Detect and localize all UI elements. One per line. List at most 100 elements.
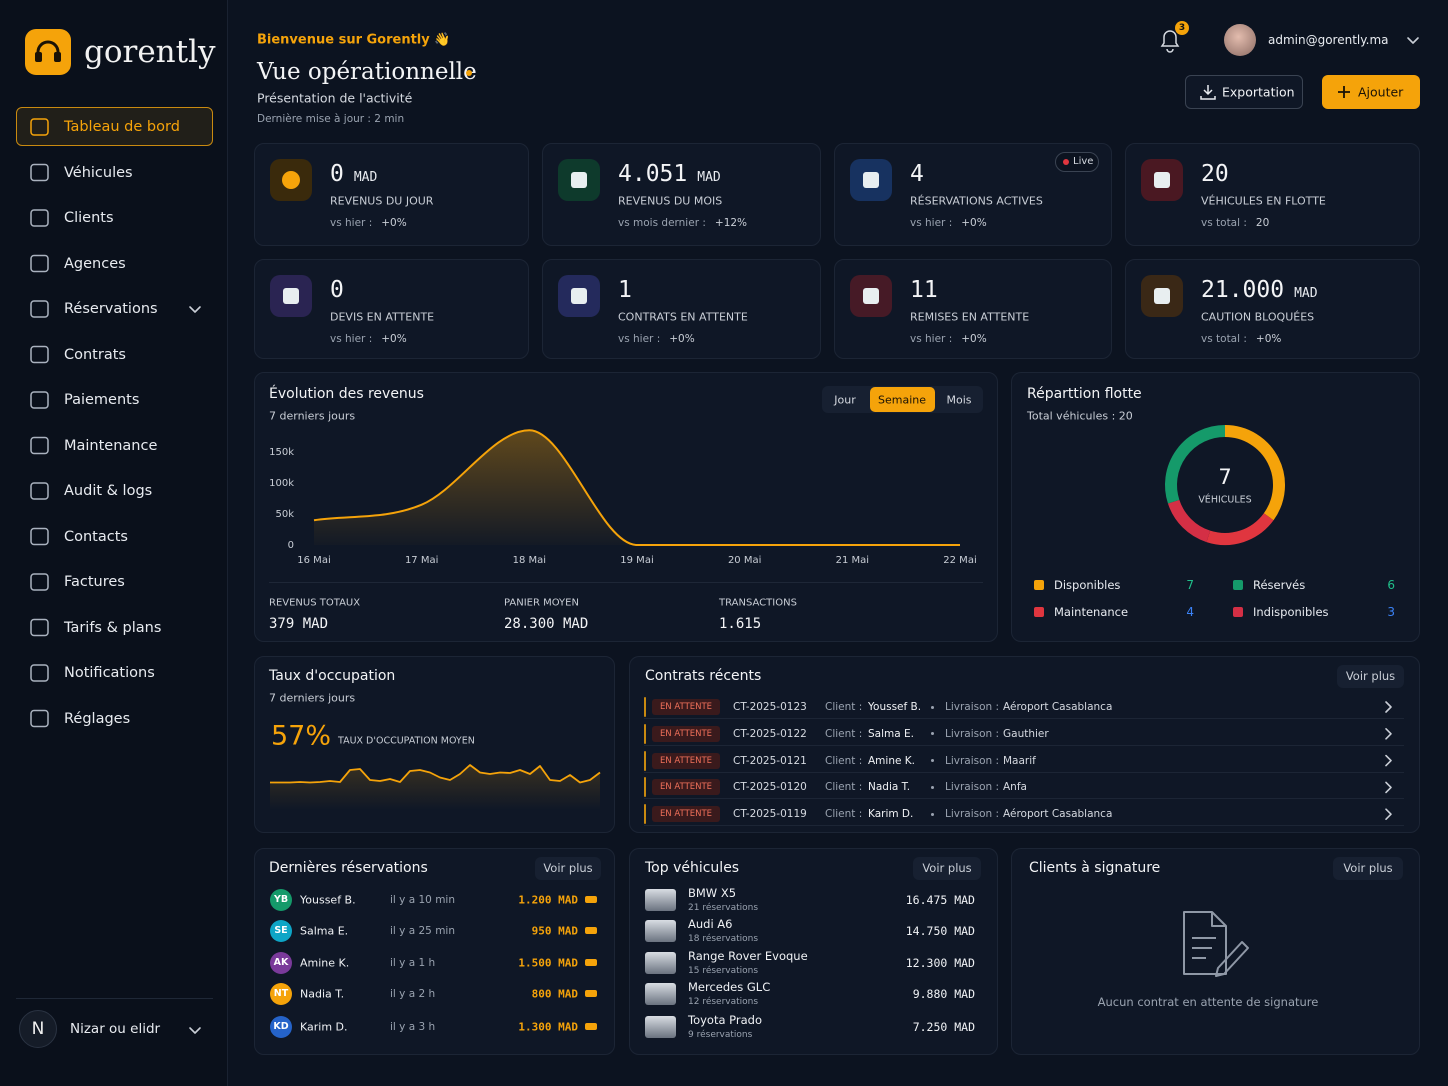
legend-swatch [1034,580,1044,590]
stat-icon [850,159,892,201]
stat-delta: 20 [1255,217,1270,229]
contract-row[interactable] [644,749,1404,773]
contract-row[interactable] [644,802,1404,827]
nav-item[interactable]: Tarifs & plans [64,619,162,636]
stat-compare: vs hier : [910,217,953,229]
stat-value-row: 11 [910,277,938,303]
stat-label: REVENUS DU MOIS [618,194,723,208]
bullet [931,812,934,816]
time-ago: il y a 3 h [390,1021,436,1033]
chart-subtitle: 7 derniers jours [269,409,356,423]
vehicle-thumb [645,952,676,974]
tab[interactable]: Jour [834,393,856,406]
client-name: Amine K. [868,754,916,767]
client-label: Client : [825,808,863,821]
vehicle-name: Mercedes GLC [688,980,771,994]
more-button[interactable]: Voir plus [913,857,981,880]
client-label: Client : [825,781,863,794]
nav-item[interactable]: Audit & logs [64,483,153,499]
client-name: Salma E. [300,924,349,938]
status-label: EN ATTENTE [659,755,713,766]
nav-active[interactable] [16,107,213,146]
contract-row[interactable] [644,722,1404,746]
legend-label: Disponibles [1054,578,1121,592]
nav-item[interactable]: Notifications [64,665,155,681]
more-button[interactable]: Voir plus [1337,665,1404,688]
vehicle-thumb [645,983,676,1005]
user-avatar[interactable]: N [19,1010,57,1048]
stat-compare: vs hier : [618,333,661,345]
nav-item[interactable]: Réglages [64,710,131,727]
time-ago: il y a 2 h [390,988,436,1000]
tab[interactable]: Semaine [877,393,927,406]
stat-delta: +0% [961,333,987,345]
nav-item[interactable]: Réservations [64,301,158,317]
stat-compare-row: vs hier : +0% [618,333,695,345]
stat-value-row: 20 [1201,161,1229,187]
card [629,656,1420,833]
vehicle-reservations: 9 réservations [688,1030,753,1040]
delivery-place: Maarif [1003,754,1036,767]
stat-value-row: 0 MAD [330,161,377,187]
initials-avatar: AK [270,952,292,974]
contract-id: CT-2025-0120 [733,781,807,794]
more-label[interactable]: Voir plus [543,861,593,875]
amount: 1.500 MAD [518,956,578,970]
chart-subtitle: Total véhicules : 20 [1027,409,1133,423]
nav-item[interactable]: Contacts [64,528,128,545]
nav-item[interactable]: Contrats [64,346,126,363]
contract-row[interactable] [644,775,1404,800]
contract-row[interactable] [644,695,1404,719]
delivery-place: Gauthier [1003,727,1049,740]
stat-value: 4.051 [618,161,688,187]
tab-active[interactable] [870,387,935,412]
stat-value: 1 [618,277,632,303]
sidebar-divider [16,998,213,999]
nav-item[interactable]: Clients [64,210,114,226]
live-badge: Live [1055,152,1099,172]
more-label[interactable]: Voir plus [1345,669,1396,683]
client-label: Client : [825,727,863,740]
nav-item[interactable]: Paiements [64,392,140,408]
avatar[interactable] [1224,24,1256,56]
more-button[interactable]: Voir plus [1333,857,1403,880]
stat-unit: MAD [353,170,378,185]
export-label[interactable]: Exportation [1222,84,1295,100]
legend-label: Réservés [1253,578,1306,592]
client-label: Client : [825,754,863,767]
user-email[interactable]: admin@gorently.ma [1268,33,1389,47]
initials: NT [273,988,289,999]
stat-icon [558,275,600,317]
client-name: Amine K. [300,956,350,970]
logo-icon [25,29,71,75]
more-label[interactable]: Voir plus [922,861,972,875]
live-dot [1063,159,1069,165]
delivery-label: Livraison : [945,754,1000,767]
card [254,848,615,1055]
nav-item[interactable]: Maintenance [64,437,158,454]
chart-title: Taux d'occupation [269,668,396,684]
nav-item[interactable]: Véhicules [64,164,133,181]
stat-label: REMISES EN ATTENTE [910,310,1030,324]
stat-delta: +0% [961,217,987,229]
tab[interactable]: Mois [946,393,972,406]
nav-item[interactable]: Tableau de bord [64,119,180,135]
vehicle-reservations: 12 réservations [688,997,759,1007]
stat-label: REVENUS DU JOUR [330,194,434,208]
user-name[interactable]: Nizar ou elidr [70,1021,161,1037]
live-label: Live [1073,156,1094,167]
add-label[interactable]: Ajouter [1358,84,1404,100]
nav-item[interactable]: Factures [64,574,125,590]
vehicle-amount: 14.750 MAD [905,924,975,938]
chart-subtitle: 7 derniers jours [269,691,356,705]
nav-item[interactable]: Agences [64,255,126,272]
more-label[interactable]: Voir plus [1343,861,1393,875]
stat-value-row: 4.051 MAD [618,161,721,187]
stat-compare-row: vs total : 20 [1201,217,1269,229]
legend-value: 4 [1186,605,1194,619]
more-button[interactable]: Voir plus [535,857,601,880]
section-title: Top véhicules [645,860,740,876]
client-name: Nadia T. [300,987,345,1001]
status-badge: EN ATTENTE [652,752,720,769]
